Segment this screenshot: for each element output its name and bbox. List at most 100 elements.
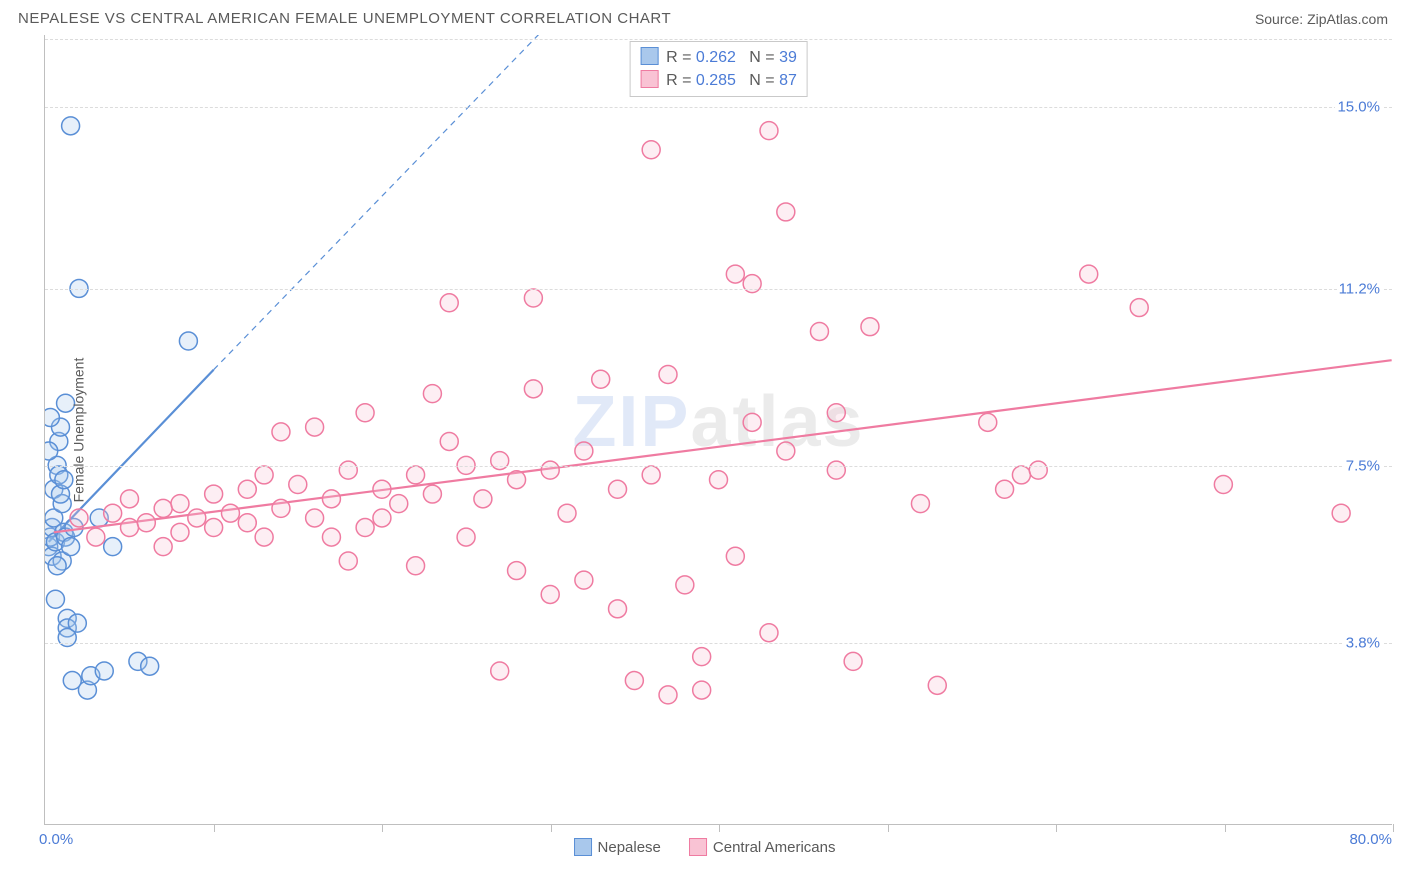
trendline	[54, 360, 1392, 532]
x-tick	[214, 824, 215, 832]
data-point	[46, 590, 64, 608]
data-point	[58, 609, 76, 627]
data-point	[810, 322, 828, 340]
x-tick	[1225, 824, 1226, 832]
data-point	[979, 413, 997, 431]
data-point	[861, 318, 879, 336]
data-point	[524, 289, 542, 307]
scatter-svg	[45, 35, 1392, 824]
data-point	[45, 409, 59, 427]
data-point	[95, 662, 113, 680]
legend-swatch	[640, 47, 658, 65]
data-point	[171, 495, 189, 513]
data-point	[609, 480, 627, 498]
data-point	[45, 509, 63, 527]
data-point	[827, 461, 845, 479]
data-point	[625, 672, 643, 690]
data-point	[575, 571, 593, 589]
data-point	[541, 461, 559, 479]
data-point	[592, 370, 610, 388]
data-point	[45, 480, 63, 498]
data-point	[57, 528, 75, 546]
y-tick-label: 3.8%	[1344, 635, 1382, 652]
data-point	[68, 614, 86, 632]
x-tick	[1056, 824, 1057, 832]
data-point	[1029, 461, 1047, 479]
data-point	[55, 523, 73, 541]
data-point	[457, 528, 475, 546]
legend-swatch	[640, 70, 658, 88]
legend-stat-row: R = 0.262 N = 39	[640, 46, 797, 69]
data-point	[45, 538, 58, 556]
data-point	[423, 385, 441, 403]
gridline	[45, 466, 1392, 467]
data-point	[53, 495, 71, 513]
data-point	[255, 528, 273, 546]
data-point	[53, 552, 71, 570]
gridline	[45, 643, 1392, 644]
data-point	[659, 686, 677, 704]
data-point	[48, 557, 66, 575]
chart-header: NEPALESE VS CENTRAL AMERICAN FEMALE UNEM…	[0, 0, 1406, 35]
x-axis-max-label: 80.0%	[1349, 831, 1392, 848]
data-point	[154, 538, 172, 556]
data-point	[52, 485, 70, 503]
data-point	[1080, 265, 1098, 283]
data-point	[609, 600, 627, 618]
data-point	[62, 117, 80, 135]
data-point	[62, 538, 80, 556]
data-point	[306, 509, 324, 527]
data-point	[50, 432, 68, 450]
gridline	[45, 289, 1392, 290]
legend-series: NepaleseCentral Americans	[574, 838, 864, 856]
data-point	[373, 509, 391, 527]
data-point	[52, 418, 70, 436]
data-point	[179, 332, 197, 350]
data-point	[928, 676, 946, 694]
legend-stats: R = 0.262 N = 39R = 0.285 N = 87	[629, 41, 808, 97]
data-point	[238, 514, 256, 532]
legend-stat-row: R = 0.285 N = 87	[640, 69, 797, 92]
data-point	[322, 490, 340, 508]
data-point	[322, 528, 340, 546]
legend-swatch	[689, 838, 707, 856]
data-point	[63, 672, 81, 690]
y-tick-label: 11.2%	[1337, 280, 1382, 297]
y-tick-label: 15.0%	[1335, 98, 1382, 115]
data-point	[272, 423, 290, 441]
data-point	[171, 523, 189, 541]
chart-source: Source: ZipAtlas.com	[1255, 11, 1388, 27]
data-point	[996, 480, 1014, 498]
plot-region: ZIPatlas R = 0.262 N = 39R = 0.285 N = 8…	[44, 35, 1392, 825]
data-point	[221, 504, 239, 522]
data-point	[129, 652, 147, 670]
data-point	[255, 466, 273, 484]
x-axis-min-label: 0.0%	[39, 831, 73, 848]
data-point	[693, 648, 711, 666]
gridline	[45, 39, 1392, 40]
legend-item: Nepalese	[574, 839, 661, 856]
legend-swatch	[574, 838, 592, 856]
data-point	[1012, 466, 1030, 484]
data-point	[407, 466, 425, 484]
data-point	[642, 466, 660, 484]
data-point	[508, 471, 526, 489]
data-point	[50, 466, 68, 484]
data-point	[121, 490, 139, 508]
data-point	[205, 519, 223, 537]
chart-area: ZIPatlas R = 0.262 N = 39R = 0.285 N = 8…	[44, 35, 1392, 825]
data-point	[642, 141, 660, 159]
data-point	[541, 585, 559, 603]
data-point	[407, 557, 425, 575]
x-tick	[888, 824, 889, 832]
gridline	[45, 107, 1392, 108]
data-point	[70, 509, 88, 527]
data-point	[339, 461, 357, 479]
data-point	[1214, 476, 1232, 494]
data-point	[844, 652, 862, 670]
data-point	[45, 547, 61, 565]
x-tick	[1393, 824, 1394, 832]
data-point	[104, 538, 122, 556]
data-point	[911, 495, 929, 513]
data-point	[726, 547, 744, 565]
